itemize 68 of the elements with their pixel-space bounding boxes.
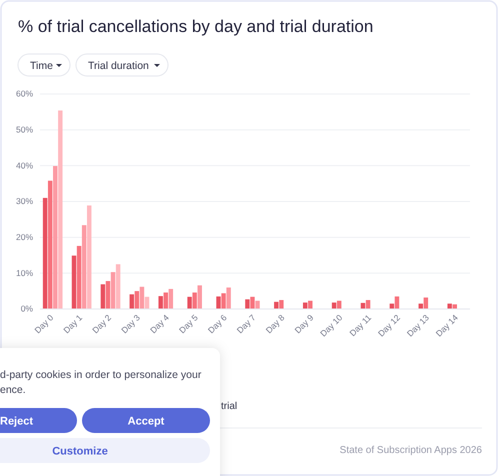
bar	[48, 180, 52, 309]
bar	[390, 304, 394, 309]
bar	[158, 296, 163, 309]
bar	[394, 296, 400, 309]
button: Customize	[0, 438, 210, 463]
bar	[336, 300, 342, 309]
y-tick-label: 20%	[16, 232, 34, 242]
x-tick-label: Day 13	[404, 312, 432, 339]
bar	[86, 205, 92, 309]
bar	[76, 246, 82, 309]
y-tick-label: 0%	[20, 304, 34, 314]
x-tick-label: Day 10	[318, 312, 344, 339]
bar	[279, 300, 284, 309]
bar	[332, 302, 336, 309]
text: trial	[221, 401, 238, 412]
bar	[308, 300, 312, 309]
chart-title: % of trial cancellations by day and trial duration	[18, 17, 374, 36]
bar	[250, 296, 255, 309]
x-tick-label: Day 4	[148, 312, 172, 336]
y-tick-label: 40%	[16, 160, 34, 170]
x-tick-label: Day 12	[376, 312, 402, 339]
y-tick-label: 60%	[16, 88, 34, 99]
bar	[140, 286, 144, 309]
text: State of Subscription Apps 2026	[340, 445, 482, 456]
bar	[130, 294, 134, 309]
x-tick-label: Day 5	[176, 312, 200, 336]
bar	[168, 288, 174, 309]
bar	[187, 296, 192, 309]
bar	[447, 304, 452, 309]
button: Accept	[82, 408, 210, 433]
text: ence.	[0, 384, 26, 396]
bar	[82, 225, 86, 309]
x-tick-label: Day 0	[32, 312, 56, 336]
bar	[42, 198, 48, 309]
bar	[53, 166, 58, 309]
bar	[110, 272, 116, 309]
bar	[100, 284, 106, 309]
x-tick-label: Day 1	[61, 312, 84, 336]
x-tick-label: Day 9	[292, 312, 316, 336]
x-tick-label: Day 7	[234, 312, 258, 336]
x-tick-label: Day 6	[206, 312, 229, 336]
x-tick-label: Day 2	[90, 312, 114, 336]
bar	[58, 110, 63, 309]
bar	[302, 302, 308, 309]
bar	[116, 264, 120, 309]
bar	[274, 302, 279, 309]
bar	[424, 298, 428, 309]
bar	[134, 291, 140, 309]
text: d-party cookies in order to personalize your	[0, 369, 202, 381]
bar	[366, 300, 370, 309]
bar	[245, 299, 250, 309]
bar	[192, 292, 197, 309]
x-tick-label: Day 8	[264, 312, 287, 336]
dropdown-button: Time	[18, 54, 70, 76]
bar	[226, 288, 231, 309]
bar	[255, 300, 260, 309]
dropdown-button: Trial duration	[76, 54, 168, 76]
x-tick-label: Day 14	[434, 312, 460, 339]
bar	[418, 304, 424, 309]
y-tick-label: 30%	[16, 196, 34, 206]
button: Reject	[0, 408, 77, 433]
y-tick-label: 50%	[16, 124, 34, 135]
bar	[198, 285, 202, 309]
bar	[221, 293, 226, 309]
x-tick-label: Day 3	[119, 312, 142, 336]
x-tick-label: Day 11	[347, 312, 374, 338]
bar	[164, 292, 168, 309]
y-tick-label: 10%	[16, 268, 34, 278]
